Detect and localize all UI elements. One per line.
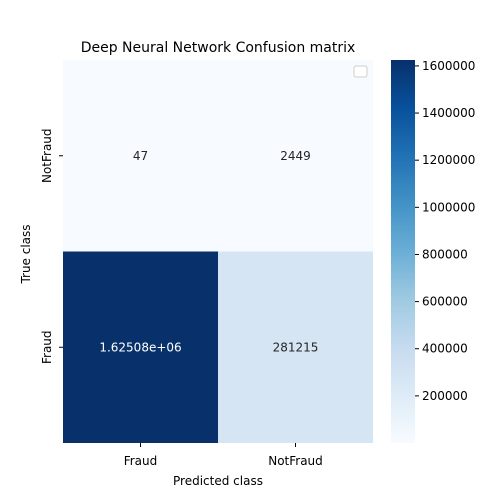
colorbar-tick-label: 1000000 (422, 200, 475, 214)
colorbar-tick-label: 1600000 (422, 59, 475, 73)
cell-value-label: 47 (133, 149, 148, 163)
cell-value-label: 281215 (273, 340, 319, 354)
x-tick-label: Fraud (124, 454, 158, 468)
chart-title: Deep Neural Network Confusion matrix (81, 40, 356, 56)
legend-box (353, 65, 368, 78)
y-tick-label: NotFraud (40, 128, 54, 183)
colorbar-tick-label: 200000 (422, 389, 468, 403)
heatmap-cell (218, 251, 373, 443)
x-axis-label: Predicted class (173, 474, 263, 488)
heatmap-cells (63, 60, 373, 443)
y-axis-label: True class (19, 224, 33, 284)
colorbar (391, 60, 415, 443)
colorbar-tick-label: 400000 (422, 342, 468, 356)
cell-value-label: 2449 (280, 149, 311, 163)
colorbar-tick-label: 1400000 (422, 106, 475, 120)
y-tick-label: Fraud (40, 330, 54, 364)
heatmap-axes: Fraud NotFraud NotFraud Fraud (40, 128, 323, 468)
x-tick-label: NotFraud (268, 454, 323, 468)
colorbar-tick-label: 600000 (422, 295, 468, 309)
heatmap-cell (63, 251, 218, 443)
heatmap-cell (63, 60, 218, 252)
colorbar-tick-label: 800000 (422, 247, 468, 261)
heatmap-cell (218, 60, 373, 252)
cell-value-label: 1.62508e+06 (99, 340, 181, 354)
colorbar-tick-label: 1200000 (422, 153, 475, 167)
heatmap-cell-labels: 47 2449 1.62508e+06 281215 (99, 149, 318, 355)
colorbar-ticks: 200000 400000 600000 800000 1000000 1200000 14… (415, 59, 475, 403)
